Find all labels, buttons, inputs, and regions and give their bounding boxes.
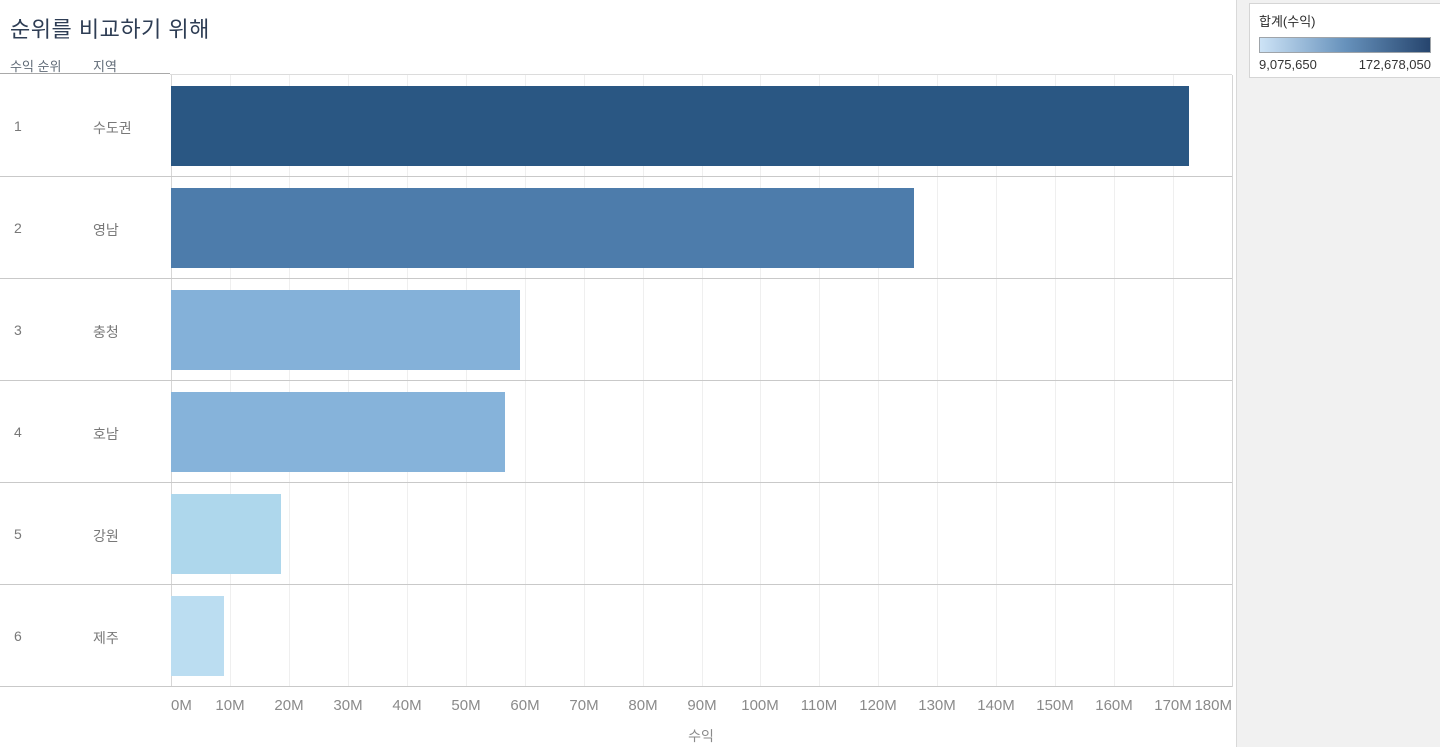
axis-tick-label: 180M [1194,697,1232,714]
header-underline [0,73,170,74]
legend-range: 9,075,650 172,678,050 [1259,57,1431,72]
region-label: 제주 [93,630,119,646]
chart-sheet: 순위를 비교하기 위해 수익 순위 지역 1 수도권 2 영남 3 충청 4 호남 5 강원 6 제주… [0,17,1233,744]
table-row: 6 제주 [0,585,1232,687]
x-axis-ticks: 0M 10M 20M 30M 40M 50M 60M 70M 80M 90M 100M 110M 120… [170,697,1232,717]
axis-tick-label: 150M [1036,697,1074,714]
axis-tick-label: 50M [451,697,481,714]
rank-label: 1 [14,118,22,134]
bar-mark-수도권[interactable] [171,86,1189,166]
axis-tick-label: 60M [510,697,540,714]
axis-tick-label: 70M [569,697,599,714]
axis-tick-label: 130M [918,697,956,714]
axis-tick-label: 120M [859,697,897,714]
axis-tick-label: 110M [800,697,838,714]
axis-tick-label: 30M [333,697,363,714]
region-label: 충청 [93,324,119,340]
axis-tick-label: 20M [274,697,304,714]
region-label: 호남 [93,426,119,442]
color-gradient-bar[interactable] [1259,37,1431,53]
rank-label: 4 [14,424,22,440]
column-header-region: 지역 [93,59,117,74]
column-headers: 수익 순위 지역 [0,55,170,75]
bar-mark-호남[interactable] [171,392,505,472]
rank-label: 2 [14,220,22,236]
rank-label: 5 [14,526,22,542]
table-row: 2 영남 [0,177,1232,279]
bar-mark-제주[interactable] [171,596,224,676]
color-legend-card[interactable]: 합계(수익) 9,075,650 172,678,050 [1249,3,1440,78]
axis-tick-label: 100M [741,697,779,714]
legend-title: 합계(수익) [1259,14,1316,29]
axis-tick-label: 0M [171,697,192,714]
legend-min-value: 9,075,650 [1259,57,1317,72]
region-label: 영남 [93,222,119,238]
axis-tick-label: 10M [215,697,245,714]
axis-tick-label: 90M [687,697,717,714]
table-row: 1 수도권 [0,75,1232,177]
axis-tick-label: 140M [977,697,1015,714]
table-row: 3 충청 [0,279,1232,381]
rank-label: 6 [14,628,22,644]
rank-label: 3 [14,322,22,338]
sheet-title: 순위를 비교하기 위해 [10,17,210,42]
legend-max-value: 172,678,050 [1358,57,1431,72]
plot-top-border [170,74,1232,75]
bar-mark-영남[interactable] [171,188,914,268]
axis-tick-label: 170M [1154,697,1192,714]
bar-mark-충청[interactable] [171,290,520,370]
region-label: 강원 [93,528,119,544]
bar-rows: 1 수도권 2 영남 3 충청 4 호남 5 강원 6 제주 [0,75,1232,687]
legend-panel: 합계(수익) 9,075,650 172,678,050 [1236,0,1440,747]
table-row: 5 강원 [0,483,1232,585]
x-axis-title: 수익 [688,728,714,744]
plot-right-border [1232,75,1233,687]
axis-tick-label: 80M [628,697,658,714]
bar-mark-강원[interactable] [171,494,281,574]
column-header-rank: 수익 순위 [10,59,62,74]
axis-tick-label: 40M [392,697,422,714]
table-row: 4 호남 [0,381,1232,483]
axis-tick-label: 160M [1095,697,1133,714]
region-label: 수도권 [93,120,132,136]
